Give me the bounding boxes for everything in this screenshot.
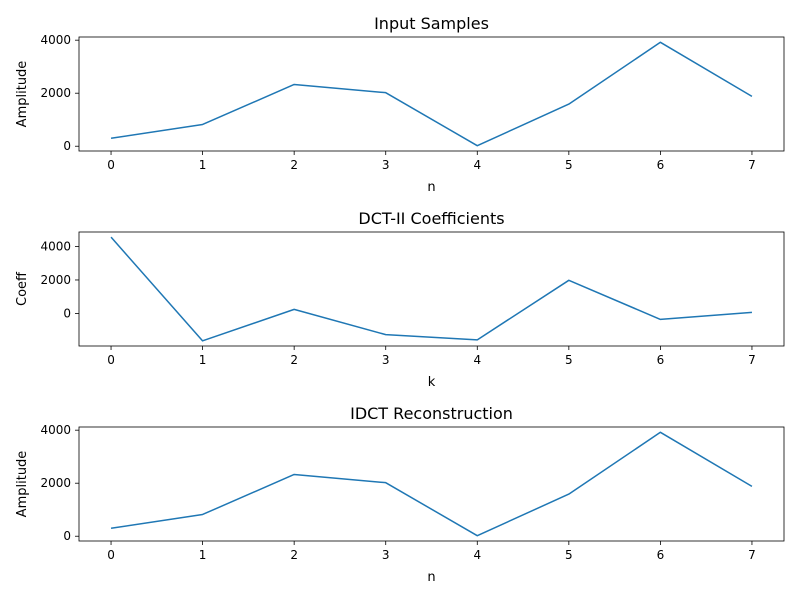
x-tick-label: 5 bbox=[565, 158, 573, 172]
x-tick-label: 6 bbox=[657, 548, 665, 562]
x-tick-label: 6 bbox=[657, 158, 665, 172]
x-tick-label: 7 bbox=[748, 548, 756, 562]
x-tick-label: 3 bbox=[382, 158, 390, 172]
y-tick-label: 0 bbox=[63, 139, 71, 153]
y-axis-label: Amplitude bbox=[15, 61, 30, 128]
subplot-1: Input Samples 0 1 2 3 4 5 6 7 0 2000 4000 n Amplitude bbox=[15, 14, 785, 195]
axes-frame bbox=[78, 426, 785, 542]
subplot-title: Input Samples bbox=[374, 14, 489, 33]
x-tick-label: 1 bbox=[199, 353, 207, 367]
subplot-2: DCT-II Coefficients 0 1 2 3 4 5 6 7 0 2000 4000 k Coe… bbox=[15, 209, 785, 390]
x-tick-label: 2 bbox=[290, 353, 298, 367]
x-tick-label: 3 bbox=[382, 353, 390, 367]
x-tick-label: 2 bbox=[290, 548, 298, 562]
axes-frame bbox=[78, 36, 785, 152]
x-tick-label: 4 bbox=[473, 353, 481, 367]
x-tick-label: 1 bbox=[199, 158, 207, 172]
y-tick-label: 2000 bbox=[40, 476, 71, 490]
x-tick-label: 0 bbox=[107, 353, 115, 367]
y-tick-label: 2000 bbox=[40, 86, 71, 100]
series-line bbox=[110, 431, 753, 537]
x-tick-label: 3 bbox=[382, 548, 390, 562]
x-tick-label: 6 bbox=[657, 353, 665, 367]
x-tick-label: 5 bbox=[565, 548, 573, 562]
x-tick-label: 7 bbox=[748, 353, 756, 367]
subplot-title: IDCT Reconstruction bbox=[350, 404, 513, 423]
x-axis-label: k bbox=[428, 375, 436, 390]
y-tick-label: 4000 bbox=[40, 240, 71, 254]
x-tick-label: 0 bbox=[107, 548, 115, 562]
x-tick-label: 2 bbox=[290, 158, 298, 172]
y-axis-label: Coeff bbox=[15, 271, 30, 306]
y-tick-label: 0 bbox=[63, 529, 71, 543]
subplot-3: IDCT Reconstruction 0 1 2 3 4 5 6 7 0 2000 4000 n Amp… bbox=[15, 404, 785, 585]
x-tick-label: 4 bbox=[473, 158, 481, 172]
series-line bbox=[110, 41, 753, 147]
y-tick-label: 4000 bbox=[40, 33, 71, 47]
x-tick-label: 5 bbox=[565, 353, 573, 367]
x-tick-label: 7 bbox=[748, 158, 756, 172]
x-axis-label: n bbox=[427, 570, 435, 585]
axes-frame bbox=[78, 231, 785, 347]
y-tick-label: 2000 bbox=[40, 273, 71, 287]
x-tick-label: 1 bbox=[199, 548, 207, 562]
y-tick-label: 0 bbox=[63, 306, 71, 320]
series-line bbox=[110, 236, 753, 342]
x-axis-label: n bbox=[427, 180, 435, 195]
x-tick-label: 0 bbox=[107, 158, 115, 172]
subplot-title: DCT-II Coefficients bbox=[358, 209, 504, 228]
y-tick-label: 4000 bbox=[40, 423, 71, 437]
x-tick-label: 4 bbox=[473, 548, 481, 562]
y-axis-label: Amplitude bbox=[15, 451, 30, 518]
